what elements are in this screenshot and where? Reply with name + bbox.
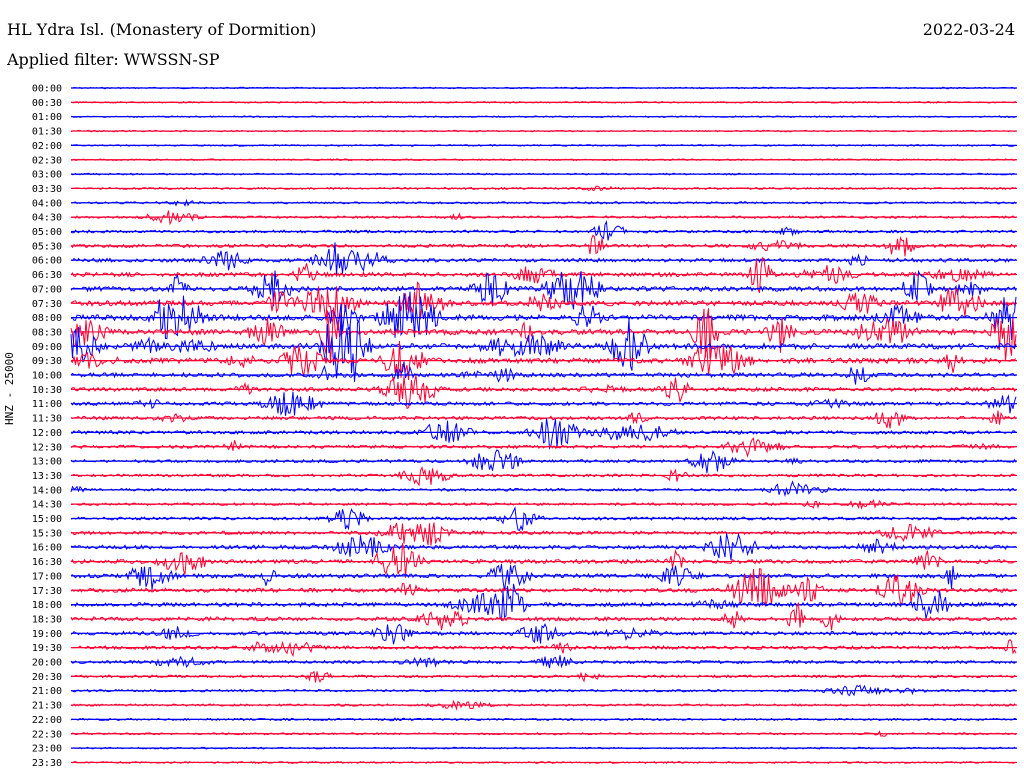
seismic-trace [70,532,1016,561]
time-label: 11:30 [32,414,62,425]
time-label: 11:00 [32,399,62,410]
seismic-trace [70,291,1017,341]
time-label: 09:30 [32,356,62,367]
time-label: 21:30 [32,701,62,712]
time-label: 13:00 [32,457,62,468]
seismic-trace [70,307,1017,363]
time-label: 02:00 [32,141,62,152]
time-label: 17:00 [32,571,62,582]
time-label: 12:00 [32,428,62,439]
time-label: 23:30 [32,758,62,769]
time-label: 00:30 [32,98,62,109]
time-label: 12:30 [32,442,62,453]
time-label: 04:30 [32,213,62,224]
seismic-trace [70,361,1017,385]
time-label: 05:30 [32,241,62,252]
time-label: 20:30 [32,672,62,683]
time-label: 18:30 [32,614,62,625]
time-label: 19:00 [32,629,62,640]
time-label: 21:00 [32,686,62,697]
seismic-trace [70,564,1017,591]
time-label: 06:00 [32,256,62,267]
seismic-trace [70,583,1017,621]
seismic-trace [70,466,1017,487]
time-label: 20:00 [32,658,62,669]
time-label: 13:30 [32,471,62,482]
time-label: 05:00 [32,227,62,238]
time-label: 03:30 [32,184,62,195]
time-label: 01:30 [32,127,62,138]
time-label: 07:00 [32,284,62,295]
time-label: 09:00 [32,342,62,353]
seismic-trace [70,522,1017,546]
seismic-trace [70,670,1017,683]
seismic-trace [70,480,1017,498]
time-label: 00:00 [32,84,62,95]
seismic-trace [70,506,1017,532]
time-label: 22:00 [32,715,62,726]
time-label: 01:00 [32,112,62,123]
time-label: 03:00 [32,170,62,181]
time-label: 08:30 [32,327,62,338]
time-label: 06:30 [32,270,62,281]
seismic-trace [71,418,1017,450]
time-label: 10:00 [32,371,62,382]
time-label: 04:00 [32,198,62,209]
seismic-trace [70,340,1017,380]
date-label: 2022-03-24 [922,20,1015,39]
seismic-trace [70,638,1017,658]
time-label: 17:30 [32,586,62,597]
time-label: 02:30 [32,155,62,166]
time-label: 07:30 [32,299,62,310]
seismic-trace [70,281,1017,322]
time-label: 22:30 [32,729,62,740]
seismic-trace [70,242,1017,275]
seismic-trace [70,410,1017,429]
time-label: 23:00 [32,744,62,755]
time-label: 14:30 [32,500,62,511]
seismic-trace [70,437,1016,458]
filter-label: Applied filter: WWSSN-SP [7,50,220,69]
time-label: 15:30 [32,528,62,539]
time-label: 15:00 [32,514,62,525]
station-title: HL Ydra Isl. (Monastery of Dormition) [7,20,317,39]
time-label: 16:00 [32,543,62,554]
seismic-trace [70,622,1017,645]
time-label: 16:30 [32,557,62,568]
seismic-trace [70,602,1017,631]
time-label: 08:00 [32,313,62,324]
time-label: 18:00 [32,600,62,611]
time-label: 10:30 [32,385,62,396]
time-label: 19:30 [32,643,62,654]
time-label: 14:00 [32,485,62,496]
